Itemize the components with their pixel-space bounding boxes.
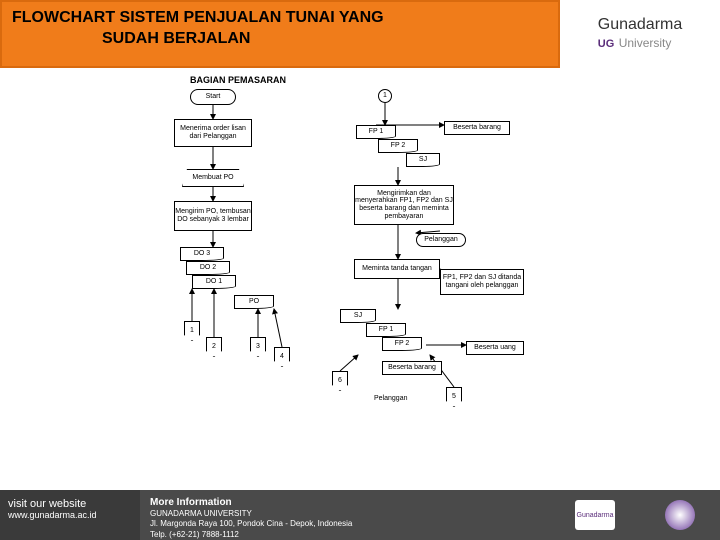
flow-node-meminta: Meminta tanda tangan: [354, 259, 440, 279]
off-page-connector-1: 1: [184, 321, 200, 341]
footer-info: More Information GUNADARMA UNIVERSITY Jl…: [140, 490, 550, 540]
flowchart-area: BAGIAN PEMASARAN Start Menerima order lis…: [110, 75, 610, 485]
off-page-connector-4: 4: [274, 347, 290, 367]
flow-node-pel1: Pelanggan: [416, 233, 466, 247]
logo-block: Gunadarma UG University: [598, 16, 683, 52]
flow-node-menerima: Menerima order lisan dari Pelanggan: [174, 119, 252, 147]
logo-main-text: Gunadarma: [598, 16, 683, 33]
flow-node-beserta3: Beserta uang: [466, 341, 524, 355]
footer-tel: Telp. (+62-21) 7888-1112: [150, 530, 540, 540]
flow-node-poa: PO: [234, 295, 274, 309]
footer-seal-icon: [665, 500, 695, 530]
flow-node-mengirim: Mengirim PO, tembusan DO sebanyak 3 lemb…: [174, 201, 252, 231]
flow-node-pel2: Pelanggan: [374, 395, 407, 403]
flow-node-do2a: DO 2: [186, 261, 230, 275]
title-line-2: SUDAH BERJALAN: [12, 29, 548, 50]
off-page-connector-2: 2: [206, 337, 222, 357]
flow-node-c1: 1: [378, 89, 392, 103]
flow-node-fp1a: FP 1: [356, 125, 396, 139]
flow-node-do3a: DO 3: [180, 247, 224, 261]
off-page-connector-6: 6: [332, 371, 348, 391]
footer-url: www.gunadarma.ac.id: [8, 510, 132, 520]
flow-node-fp1ttd: FP1, FP2 dan SJ ditanda tangani oleh pel…: [440, 269, 524, 295]
footer-logos: Gunadarma: [550, 490, 720, 540]
off-page-connector-3: 3: [250, 337, 266, 357]
flow-node-beserta2: Beserta barang: [382, 361, 442, 375]
footer-bar: visit our website www.gunadarma.ac.id Mo…: [0, 490, 720, 540]
flow-node-membuatpo: Membuat PO: [182, 169, 244, 187]
logo-uni-text: University: [619, 36, 672, 50]
header-bar: FLOWCHART SISTEM PENJUALAN TUNAI YANG SU…: [0, 0, 720, 68]
footer-org: GUNADARMA UNIVERSITY: [150, 509, 540, 519]
flow-node-beserta1: Beserta barang: [444, 121, 510, 135]
flow-node-mengirimkan: Mengirimkan dan menyerahkan FP1, FP2 dan…: [354, 185, 454, 225]
flow-node-sja: SJ: [406, 153, 440, 167]
footer-visit: visit our website www.gunadarma.ac.id: [0, 490, 140, 540]
flow-node-do1a: DO 1: [192, 275, 236, 289]
title-line-1: FLOWCHART SISTEM PENJUALAN TUNAI YANG: [12, 8, 548, 29]
footer-more: More Information: [150, 496, 540, 509]
flow-node-fp2a: FP 2: [378, 139, 418, 153]
header-title: FLOWCHART SISTEM PENJUALAN TUNAI YANG SU…: [0, 0, 560, 68]
footer-addr: Jl. Margonda Raya 100, Pondok Cina - Dep…: [150, 519, 540, 529]
flow-node-start: Start: [190, 89, 236, 105]
footer-logo-gunadarma: Gunadarma: [575, 500, 615, 530]
header-logo: Gunadarma UG University: [560, 0, 720, 68]
logo-ug-text: UG: [598, 38, 615, 50]
flow-node-fp2b: FP 2: [382, 337, 422, 351]
chart-title: BAGIAN PEMASARAN: [190, 75, 610, 85]
footer-visit-title: visit our website: [8, 498, 132, 510]
off-page-connector-5: 5: [446, 387, 462, 407]
flow-node-sjb: SJ: [340, 309, 376, 323]
flow-node-fp1b: FP 1: [366, 323, 406, 337]
